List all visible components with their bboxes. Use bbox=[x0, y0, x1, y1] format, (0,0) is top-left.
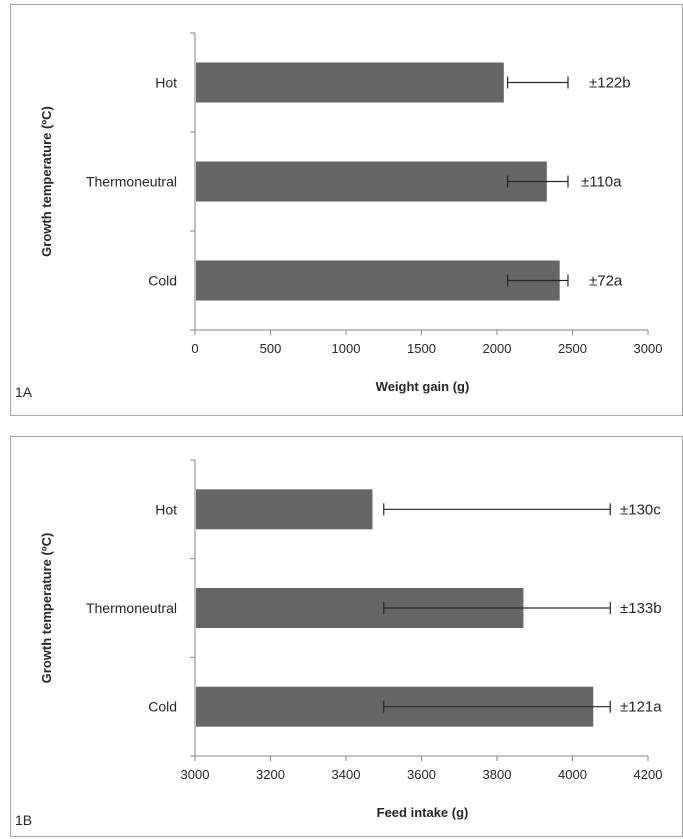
error-annotation: ±122b bbox=[589, 75, 631, 92]
category-label: Cold bbox=[148, 273, 177, 289]
bar bbox=[196, 261, 560, 301]
category-label: Thermoneutral bbox=[86, 174, 177, 190]
x-axis-title: Feed intake (g) bbox=[377, 805, 469, 820]
x-tick-label: 2000 bbox=[483, 341, 512, 356]
x-tick-label: 1000 bbox=[332, 341, 361, 356]
bar bbox=[196, 489, 372, 529]
chart-panel-weight-gain: 0 500 1000 1500 2000 2500 3000 ±122b Hot ±110a The… bbox=[10, 4, 683, 416]
bar bbox=[196, 162, 547, 202]
error-annotation: ±121a bbox=[620, 699, 662, 716]
error-annotation: ±133b bbox=[620, 600, 662, 617]
x-tick-label: 3200 bbox=[256, 767, 285, 782]
category-label: Thermoneutral bbox=[86, 600, 177, 616]
panel-label: 1A bbox=[15, 384, 33, 400]
x-tick-label: 3600 bbox=[407, 767, 436, 782]
x-tick-label: 1500 bbox=[407, 341, 436, 356]
x-tick-label: 0 bbox=[191, 341, 198, 356]
chart-weight-gain: 0 500 1000 1500 2000 2500 3000 ±122b Hot ±110a The… bbox=[11, 5, 682, 415]
x-tick-label: 4000 bbox=[558, 767, 587, 782]
panel-label: 1B bbox=[15, 812, 32, 828]
error-annotation: ±110a bbox=[581, 174, 622, 191]
x-tick-label: 4200 bbox=[634, 767, 663, 782]
x-axis-title: Weight gain (g) bbox=[376, 379, 470, 394]
x-tick-label: 3400 bbox=[332, 767, 361, 782]
error-annotation: ±72a bbox=[589, 273, 623, 290]
x-tick-label: 3800 bbox=[483, 767, 512, 782]
x-tick-label: 500 bbox=[260, 341, 282, 356]
x-tick-label: 3000 bbox=[634, 341, 663, 356]
chart-feed-intake: 3000 3200 3400 3600 3800 4000 4200 ±130c Hot ±133… bbox=[11, 437, 682, 836]
category-label: Hot bbox=[155, 501, 177, 517]
y-axis-title: Growth temperature (ºC) bbox=[39, 533, 54, 684]
category-label: Cold bbox=[148, 699, 177, 715]
error-annotation: ±130c bbox=[620, 501, 661, 518]
bar bbox=[196, 63, 504, 103]
chart-panel-feed-intake: 3000 3200 3400 3600 3800 4000 4200 ±130c Hot ±133… bbox=[10, 436, 683, 837]
y-axis-title: Growth temperature (ºC) bbox=[39, 106, 54, 257]
x-tick-label: 3000 bbox=[181, 767, 210, 782]
x-tick-label: 2500 bbox=[558, 341, 587, 356]
category-label: Hot bbox=[155, 75, 177, 91]
